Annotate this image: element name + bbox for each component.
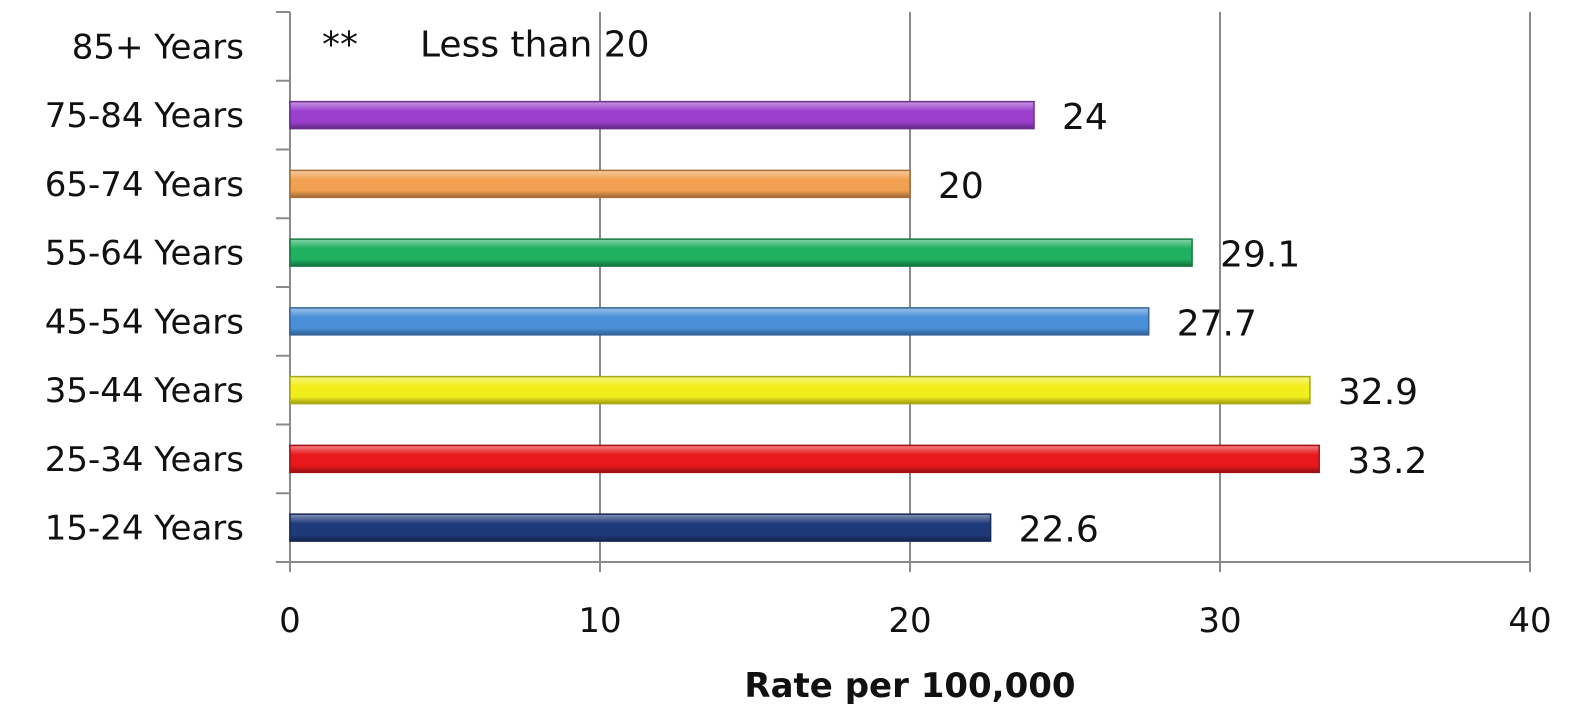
data-label: 32.9 bbox=[1338, 372, 1418, 413]
data-label: 29.1 bbox=[1220, 235, 1300, 276]
axes bbox=[276, 11, 1530, 572]
x-tick-label: 0 bbox=[279, 601, 301, 641]
y-category-label: 85+ Years bbox=[72, 27, 244, 67]
y-category-label: 65-74 Years bbox=[45, 165, 244, 205]
annotation-text: Less than 20 bbox=[420, 24, 650, 65]
labels: 0 10 20 30 40 15-24 Years 22.6 25-34 Years 33.2 3… bbox=[45, 24, 1552, 641]
y-category-label: 25-34 Years bbox=[45, 440, 244, 480]
y-category-label: 45-54 Years bbox=[45, 302, 244, 342]
bars bbox=[289, 100, 1320, 542]
x-axis-title: Rate per 100,000 bbox=[744, 666, 1075, 706]
bar bbox=[289, 375, 1311, 405]
data-label: 33.2 bbox=[1347, 441, 1427, 482]
grid-lines bbox=[599, 12, 1531, 572]
data-label: 24 bbox=[1062, 97, 1108, 138]
x-tick-label: 30 bbox=[1198, 601, 1241, 641]
x-tick-label: 20 bbox=[888, 601, 931, 641]
bar bbox=[289, 513, 992, 542]
annotation-marker: ** bbox=[322, 24, 358, 65]
y-category-label: 55-64 Years bbox=[45, 234, 244, 274]
x-tick-label: 40 bbox=[1508, 601, 1551, 641]
bar bbox=[289, 100, 1035, 130]
bar bbox=[289, 238, 1193, 267]
y-category-label: 75-84 Years bbox=[45, 96, 244, 136]
bar bbox=[289, 169, 911, 199]
bar bbox=[289, 444, 1320, 474]
data-label: 20 bbox=[938, 166, 984, 207]
x-tick-label: 10 bbox=[578, 601, 621, 641]
bar bbox=[289, 307, 1150, 336]
data-label: 27.7 bbox=[1177, 303, 1257, 344]
y-category-label: 15-24 Years bbox=[45, 509, 244, 549]
data-label: 22.6 bbox=[1019, 510, 1099, 551]
y-category-label: 35-44 Years bbox=[45, 371, 244, 411]
